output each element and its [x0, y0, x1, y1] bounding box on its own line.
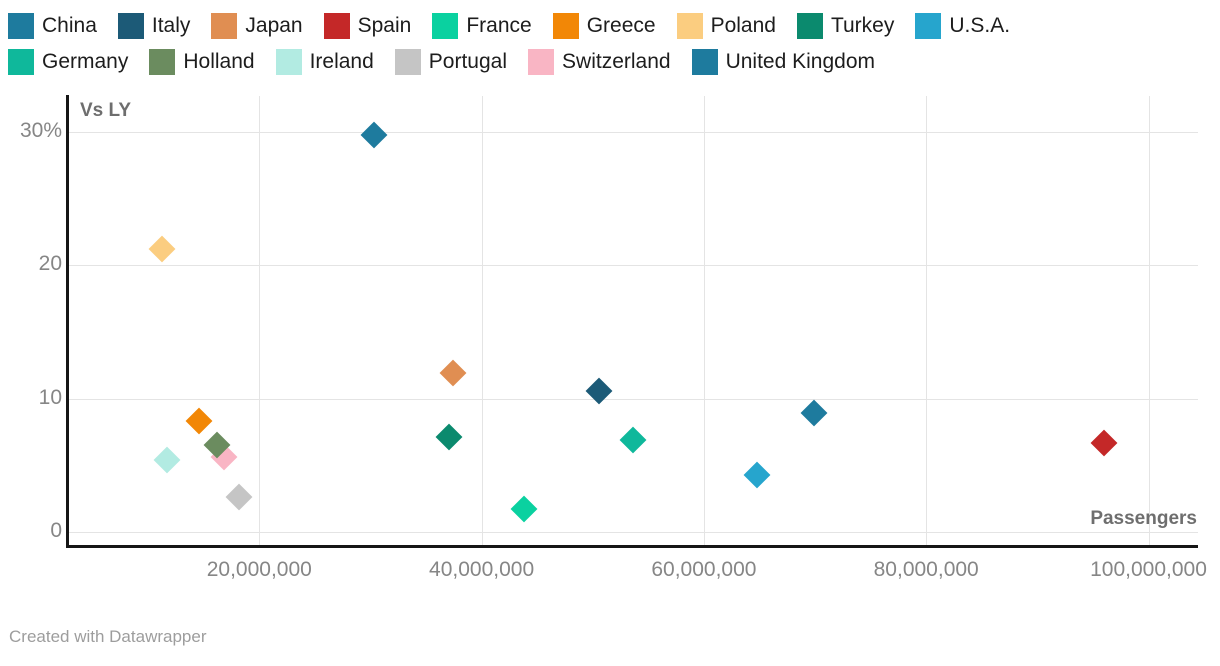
y-gridline [69, 132, 1198, 133]
legend-item-switzerland: Switzerland [528, 49, 671, 75]
scatter-point-japan[interactable] [439, 359, 467, 387]
x-gridline [703, 96, 705, 545]
legend: China Italy Japan Spain France Greece Poland Tu… [8, 13, 1031, 85]
y-gridline [69, 532, 1198, 533]
y-tick-label: 0 [50, 519, 62, 542]
x-tick-label: 100,000,000 [1090, 558, 1207, 581]
y-axis-line [66, 95, 69, 548]
legend-swatch-icon [8, 13, 34, 39]
legend-item-germany: Germany [8, 49, 128, 75]
legend-item-united-kingdom: United Kingdom [691, 49, 875, 75]
legend-swatch-icon [149, 49, 176, 75]
x-gridline [1148, 96, 1150, 545]
x-gridline [481, 96, 483, 545]
legend-label: Greece [586, 14, 656, 37]
legend-swatch-icon [211, 13, 238, 39]
scatter-point-china[interactable] [360, 121, 388, 149]
legend-item-china: China [8, 13, 97, 39]
legend-item-poland: Poland [676, 13, 776, 39]
datawrapper-credit: Created with Datawrapper [9, 627, 207, 646]
scatter-point-united-kingdom[interactable] [800, 399, 828, 427]
legend-label: China [42, 14, 97, 37]
legend-row: Germany Holland Ireland Portugal Switzerland… [8, 49, 1031, 75]
legend-label: France [466, 14, 532, 37]
legend-swatch-icon [8, 49, 34, 75]
legend-label: Spain [357, 14, 412, 37]
legend-swatch-icon [676, 13, 703, 39]
legend-label: Italy [151, 14, 191, 37]
legend-item-spain: Spain [323, 13, 412, 39]
scatter-point-ireland[interactable] [153, 446, 181, 474]
legend-swatch-icon [323, 13, 350, 39]
legend-label: U.S.A. [949, 14, 1011, 37]
legend-item-turkey: Turkey [796, 13, 895, 39]
y-gridline [69, 398, 1198, 400]
y-tick-label: 20 [38, 252, 62, 276]
scatter-point-greece[interactable] [185, 407, 213, 435]
x-tick-label: 80,000,000 [873, 558, 979, 581]
legend-swatch-icon [117, 13, 144, 39]
x-tick-label: 40,000,000 [429, 558, 535, 581]
legend-label: Turkey [830, 14, 895, 37]
legend-label: Japan [245, 14, 303, 37]
legend-item-u-s-a: U.S.A. [915, 13, 1010, 39]
y-tick-label: 10 [38, 385, 62, 409]
scatter-point-germany[interactable] [619, 426, 647, 454]
legend-label: Poland [710, 14, 776, 37]
scatter-point-turkey[interactable] [435, 423, 463, 451]
y-axis-title: Vs LY [80, 100, 132, 121]
legend-row: China Italy Japan Spain France Greece Poland Tu… [8, 13, 1031, 39]
legend-swatch-icon [796, 13, 823, 39]
y-tick-label: 30% [19, 119, 62, 142]
legend-item-italy: Italy [117, 13, 191, 39]
legend-label: Portugal [428, 50, 508, 73]
scatter-point-poland[interactable] [148, 235, 175, 263]
legend-item-greece: Greece [552, 13, 656, 39]
x-tick-label: 20,000,000 [206, 558, 312, 581]
x-axis-line [66, 545, 1198, 548]
legend-item-france: France [432, 13, 532, 39]
legend-swatch-icon [552, 13, 579, 39]
legend-item-portugal: Portugal [394, 49, 508, 75]
scatter-point-u-s-a[interactable] [743, 461, 771, 489]
legend-swatch-icon [915, 13, 942, 39]
legend-item-holland: Holland [149, 49, 255, 75]
y-gridline [69, 265, 1198, 267]
x-axis-title: Passengers [1090, 508, 1197, 529]
scatter-point-italy[interactable] [585, 377, 613, 405]
legend-label: Ireland [309, 50, 374, 73]
legend-label: Holland [183, 50, 255, 73]
legend-label: Germany [42, 50, 129, 73]
legend-label: Switzerland [562, 50, 671, 73]
legend-swatch-icon [691, 49, 718, 75]
legend-swatch-icon [275, 49, 302, 75]
legend-label: United Kingdom [725, 50, 875, 73]
x-gridline [259, 96, 261, 545]
legend-item-ireland: Ireland [275, 49, 374, 75]
scatter-point-spain[interactable] [1090, 429, 1118, 457]
x-gridline [926, 96, 928, 545]
legend-swatch-icon [432, 13, 459, 39]
legend-item-japan: Japan [211, 13, 303, 39]
x-tick-label: 60,000,000 [651, 558, 757, 581]
legend-swatch-icon [394, 49, 421, 75]
legend-swatch-icon [528, 49, 555, 75]
scatter-point-portugal[interactable] [225, 483, 253, 511]
scatter-point-france[interactable] [510, 495, 538, 523]
